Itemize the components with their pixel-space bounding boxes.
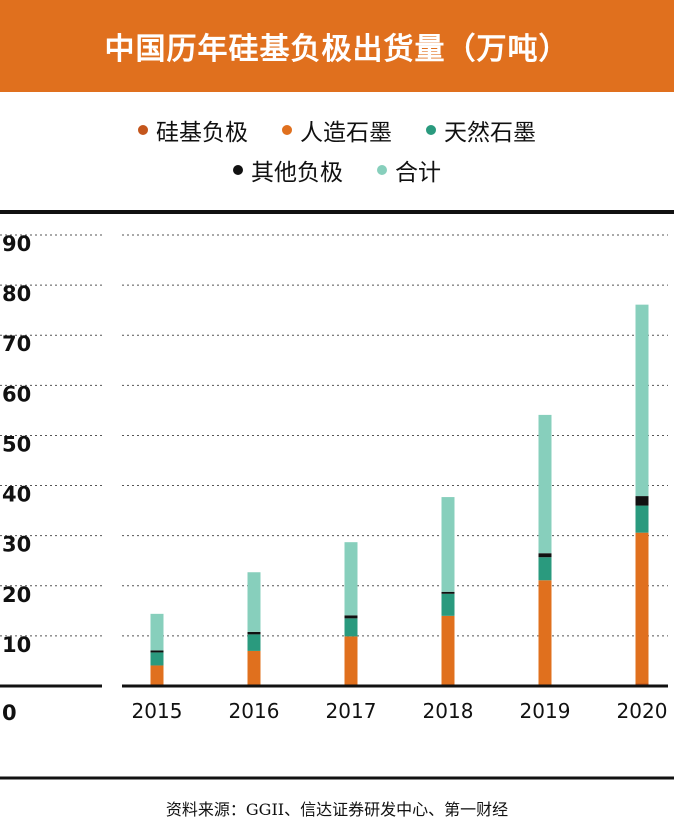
bar-segment-2019-1 [538, 580, 552, 685]
legend-swatch [233, 165, 243, 175]
bar-segment-2017-2 [344, 618, 358, 637]
bar-segment-2019-3 [538, 553, 552, 558]
legend-label: 人造石墨 [300, 120, 392, 146]
bar-chart: 0 10 20 30 40 50 60 70 80 90 2015 2016 2017 2018 2019 2… [0, 210, 674, 780]
x-tick-label: 2018 [423, 699, 474, 723]
legend-swatch [138, 125, 148, 135]
x-tick-label: 2016 [229, 699, 280, 723]
bar-segment-2018-1 [441, 615, 455, 685]
chart-header: 中国历年硅基负极出货量（万吨） [0, 0, 674, 92]
legend-row-1: 硅基负极 人造石墨 天然石墨 [0, 110, 674, 150]
bar-segment-2015-2 [150, 652, 164, 666]
bar-segment-2020-3 [635, 496, 649, 506]
y-tick-label: 80 [2, 282, 31, 306]
y-tick-label: 50 [2, 432, 31, 456]
legend-item-other: 其他负极 [233, 153, 343, 187]
bar-segment-2017-4 [344, 542, 358, 616]
legend-item-silicon: 硅基负极 [138, 113, 248, 147]
legend-label: 硅基负极 [156, 120, 248, 146]
chart-title: 中国历年硅基负极出货量（万吨） [104, 32, 570, 67]
legend-item-total: 合计 [377, 153, 441, 187]
legend-label: 合计 [395, 160, 441, 186]
bar-segment-2018-2 [441, 593, 455, 616]
bar-segment-2016-1 [247, 650, 261, 686]
bar-segment-2017-1 [344, 636, 358, 686]
y-tick-label: 60 [2, 382, 31, 406]
bar-segment-2015-1 [150, 665, 164, 686]
y-tick-label: 70 [2, 332, 31, 356]
legend-item-natural-graphite: 天然石墨 [426, 113, 536, 147]
y-tick-label: 90 [2, 232, 31, 256]
legend-swatch [426, 125, 436, 135]
y-tick-label: 40 [2, 483, 31, 507]
y-tick-label: 20 [2, 583, 31, 607]
y-tick-label: 10 [2, 633, 31, 657]
bar-segment-2016-2 [247, 634, 261, 651]
x-tick-label: 2020 [617, 699, 668, 723]
bar-segment-2015-3 [150, 650, 164, 653]
source-note: 资料来源：GGII、信达证券研发中心、第一财经 [165, 800, 509, 819]
x-tick-label: 2015 [132, 699, 183, 723]
legend-row-2: 其他负极 合计 [0, 150, 674, 190]
legend-swatch [377, 165, 387, 175]
bar-segment-2020-4 [635, 304, 649, 497]
bar-segment-2020-1 [635, 532, 649, 684]
bar-segment-2018-3 [441, 591, 455, 594]
legend-label: 天然石墨 [444, 120, 536, 146]
chart-legend: 硅基负极 人造石墨 天然石墨 其他负极 合计 [0, 110, 674, 190]
bar-segment-2015-4 [150, 613, 164, 651]
bar-segment-2020-2 [635, 505, 649, 533]
bar-segment-2019-2 [538, 557, 552, 581]
y-tick-label: 30 [2, 533, 31, 557]
legend-swatch [282, 125, 292, 135]
bar-segment-2017-3 [344, 615, 358, 619]
legend-item-artificial-graphite: 人造石墨 [282, 113, 392, 147]
y-tick-label: 0 [2, 701, 17, 725]
legend-label: 其他负极 [251, 160, 343, 186]
x-tick-label: 2019 [520, 699, 571, 723]
x-tick-label: 2017 [326, 699, 377, 723]
bar-segment-2016-3 [247, 631, 261, 635]
bar-segment-2019-4 [538, 414, 552, 554]
bar-segment-2016-4 [247, 572, 261, 632]
bar-segment-2018-4 [441, 497, 455, 592]
